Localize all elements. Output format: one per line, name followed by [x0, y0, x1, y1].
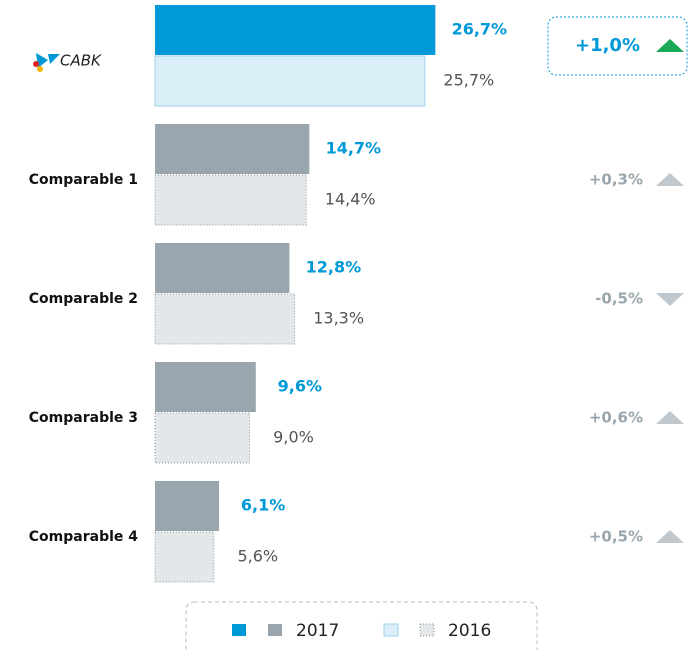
value-label: 25,7%	[443, 71, 494, 90]
bar	[155, 124, 310, 174]
value-label: 13,3%	[313, 309, 364, 328]
value-label: 26,7%	[452, 20, 508, 39]
change-arrow	[656, 293, 684, 306]
category-label: Comparable 3	[29, 410, 138, 426]
change-label: +0,5%	[589, 528, 643, 546]
change-label: -0,5%	[595, 290, 643, 308]
value-label: 14,7%	[326, 139, 382, 158]
value-label: 9,6%	[278, 377, 322, 396]
legend-label: 2016	[448, 621, 491, 641]
bar	[154, 174, 307, 226]
bar	[154, 55, 426, 107]
change-label: +0,6%	[589, 409, 643, 427]
change-arrow	[656, 411, 684, 424]
change-label: +0,3%	[589, 171, 643, 189]
bar	[155, 362, 256, 412]
change-label: +1,0%	[575, 35, 640, 56]
value-label: 14,4%	[325, 190, 376, 209]
category-label: Comparable 4	[29, 529, 138, 545]
legend-swatch	[419, 623, 435, 637]
value-label: 6,1%	[241, 496, 285, 515]
bar	[155, 5, 436, 55]
value-label: 5,6%	[237, 547, 278, 566]
value-label: 12,8%	[306, 258, 362, 277]
value-label: 9,0%	[273, 428, 314, 447]
bar	[154, 412, 250, 464]
category-label: Comparable 1	[29, 172, 138, 188]
legend-box	[185, 601, 538, 650]
bar	[154, 531, 215, 583]
cabk-logo	[33, 53, 60, 72]
category-label: CABK	[60, 52, 102, 70]
bar	[154, 293, 296, 345]
category-label: Comparable 2	[29, 291, 138, 307]
bar	[155, 243, 290, 293]
highlight-box	[547, 16, 688, 76]
legend-swatch	[232, 624, 246, 636]
bar	[155, 481, 220, 531]
legend-label: 2017	[296, 621, 339, 641]
change-arrow	[656, 39, 684, 52]
legend-swatch	[383, 623, 399, 637]
change-arrow	[656, 173, 684, 186]
legend-swatch	[268, 624, 282, 636]
change-arrow	[656, 530, 684, 543]
